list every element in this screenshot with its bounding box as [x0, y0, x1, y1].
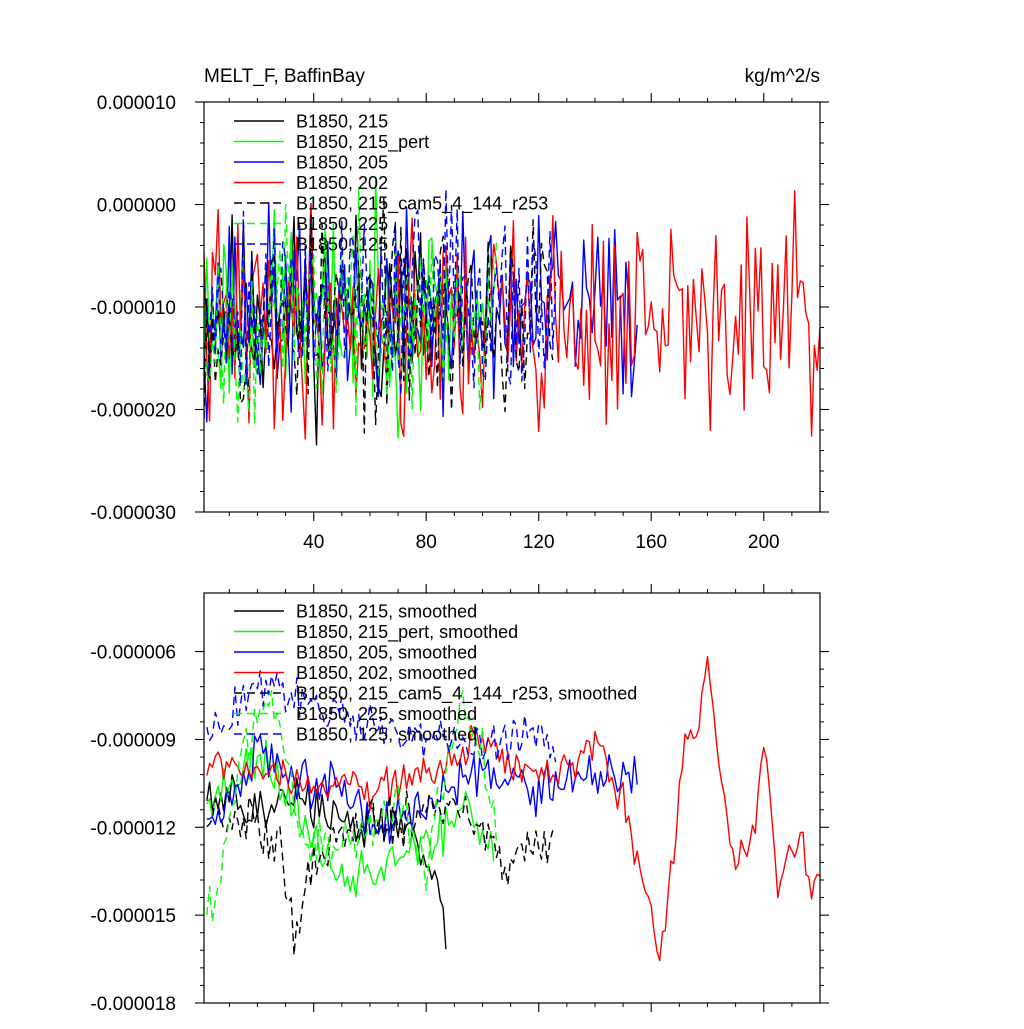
legend-label: B1850, 225, smoothed: [296, 704, 477, 724]
x-tick-label: 200: [748, 532, 780, 553]
series-line-bottom-3: [206, 656, 820, 962]
y-tick-label: -0.000030: [90, 503, 176, 524]
legend-label: B1850, 215_cam5_4_144_r253, smoothed: [296, 684, 637, 705]
y-tick-label: -0.000010: [90, 298, 176, 319]
chart-title: MELT_F, BaffinBay: [204, 66, 365, 87]
legend-label: B1850, 225: [296, 214, 388, 234]
x-tick-label: 160: [635, 532, 667, 553]
legend-label: B1850, 215_pert, smoothed: [296, 622, 518, 643]
legend-label: B1850, 125, smoothed: [296, 725, 477, 745]
panel-bottom: -0.000018 -0.000015 -0.000012 -0.000009 -0.0…: [90, 584, 829, 1015]
y-tick-label: 0.000000: [97, 196, 176, 217]
x-tick-label: 80: [416, 532, 437, 553]
y-tick-label: -0.000009: [90, 730, 176, 751]
units-label: kg/m^2/s: [745, 66, 820, 87]
y-tick-label: -0.000012: [90, 818, 176, 839]
legend-label: B1850, 215_pert: [296, 132, 429, 153]
legend-label: B1850, 205, smoothed: [296, 643, 477, 663]
series-line-top-6: [204, 188, 557, 397]
series-line-bottom-2: [206, 734, 638, 845]
x-tick-label: 120: [523, 532, 555, 553]
series-line-bottom-0: [206, 774, 447, 950]
axes-frame: [203, 592, 821, 1004]
y-tick-label: -0.000020: [90, 401, 176, 422]
legend-label: B1850, 215, smoothed: [296, 602, 477, 622]
y-tick-label: -0.000015: [90, 906, 176, 927]
legend-label: B1850, 215_cam5_4_144_r253: [296, 194, 548, 215]
plot-area: [204, 176, 820, 446]
y-tick-label: 0.000010: [97, 93, 176, 114]
plot-area: [206, 656, 820, 962]
legend-label: B1850, 202, smoothed: [296, 663, 477, 683]
series-line-top-5: [204, 186, 498, 425]
legend-label: B1850, 215: [296, 112, 388, 132]
series-line-bottom-6: [206, 670, 557, 763]
x-tick-label: 40: [303, 532, 324, 553]
panel-top: MELT_F, BaffinBay kg/m^2/s 40 80 120 160 200…: [90, 66, 829, 553]
legend-label: B1850, 202: [296, 173, 388, 193]
legend-label: B1850, 205: [296, 153, 388, 173]
series-line-bottom-4: [206, 790, 554, 956]
y-tick-label: -0.000018: [90, 994, 176, 1015]
legend-label: B1850, 125: [296, 235, 388, 255]
y-tick-label: -0.000006: [90, 643, 176, 664]
series-line-bottom-5: [206, 690, 498, 923]
